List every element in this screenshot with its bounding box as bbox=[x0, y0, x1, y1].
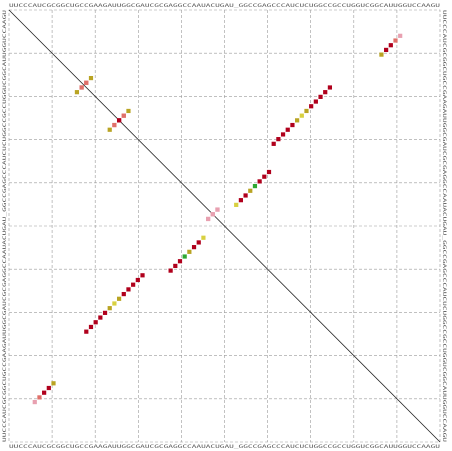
pair-dot-upper bbox=[126, 108, 131, 114]
pair-dot-lower bbox=[182, 254, 187, 259]
pair-dot-upper bbox=[398, 33, 403, 38]
pair-dot-lower bbox=[126, 287, 131, 292]
pair-dot-upper bbox=[280, 132, 286, 137]
sequence-top: UUCCCAUCGCGGCUGCCGAAGAUUGGCGAUCGCGAGGCCA… bbox=[9, 3, 440, 9]
pair-dot-lower bbox=[191, 245, 197, 250]
pair-dot-upper bbox=[290, 122, 295, 128]
pair-dot-lower bbox=[116, 296, 122, 301]
pair-dot-lower bbox=[84, 80, 89, 85]
pair-dot-lower bbox=[121, 291, 126, 297]
sequence-bottom: UUCCCAUCGCGGCUGCCGAAGAUUGGCGAUCGCGAGGCCA… bbox=[9, 444, 440, 450]
pair-dot-upper bbox=[266, 169, 272, 175]
pair-dot-upper bbox=[234, 202, 239, 207]
pair-dot-upper bbox=[276, 137, 281, 142]
pair-dot-upper bbox=[384, 47, 389, 53]
main-diagonal bbox=[8, 9, 441, 443]
pair-dot-lower bbox=[42, 390, 47, 395]
pair-dot-upper bbox=[252, 183, 258, 189]
pair-dot-lower bbox=[187, 249, 192, 254]
pair-dot-lower bbox=[107, 127, 112, 132]
pair-dot-lower bbox=[51, 381, 56, 386]
pair-dot-upper bbox=[271, 141, 276, 146]
pair-dot-lower bbox=[102, 310, 108, 315]
pair-dot-lower bbox=[88, 324, 94, 330]
pair-dot-lower bbox=[32, 399, 37, 405]
pair-dot-lower bbox=[112, 301, 117, 306]
sequence-left: UUCCCAUCGCGGCUGCCGAAGAUUGGCGAUCGCGAGGCCA… bbox=[2, 10, 8, 442]
pair-dot-upper bbox=[238, 198, 243, 203]
pair-dot-upper bbox=[257, 179, 262, 184]
pair-dot-lower bbox=[46, 385, 51, 391]
pair-dot-lower bbox=[84, 329, 89, 334]
pair-dot-upper bbox=[304, 108, 309, 114]
pair-dot-lower bbox=[98, 315, 103, 320]
pair-dot-lower bbox=[201, 235, 206, 240]
pair-dot-upper bbox=[393, 38, 398, 43]
pair-dot-lower bbox=[196, 240, 201, 245]
pair-dot-lower bbox=[173, 263, 178, 269]
pair-dot-upper bbox=[379, 52, 384, 57]
pair-dot-lower bbox=[121, 113, 126, 118]
pair-dot-lower bbox=[79, 85, 84, 90]
pair-dot-lower bbox=[215, 207, 220, 212]
pair-dot-upper bbox=[285, 127, 290, 132]
pair-dot-lower bbox=[135, 277, 140, 283]
pair-dot-upper bbox=[243, 193, 248, 198]
grid-lines bbox=[8, 9, 441, 443]
pair-dot-upper bbox=[262, 174, 267, 179]
pair-dot-upper bbox=[295, 118, 300, 123]
pair-dot-upper bbox=[327, 85, 333, 90]
pair-dot-upper bbox=[318, 94, 323, 99]
pair-dot-upper bbox=[388, 43, 393, 48]
pair-dot-lower bbox=[210, 212, 215, 217]
pair-dot-upper bbox=[309, 104, 314, 109]
pair-dot-lower bbox=[206, 216, 211, 222]
pair-dot-lower bbox=[107, 306, 112, 311]
pair-dot-upper bbox=[248, 188, 253, 193]
pair-dot-lower bbox=[93, 320, 98, 325]
pair-dot-upper bbox=[88, 75, 94, 81]
pair-dot-upper bbox=[323, 90, 328, 95]
pair-dot-lower bbox=[74, 90, 80, 95]
pair-dot-upper bbox=[299, 113, 304, 118]
pair-dot-lower bbox=[140, 273, 145, 278]
pair-dot-lower bbox=[168, 268, 173, 273]
pair-dot-lower bbox=[177, 259, 183, 264]
lower-triangle-dots bbox=[32, 80, 220, 405]
pair-dot-lower bbox=[131, 282, 136, 287]
sequence-right: UUCCCAUCGCGGCUGCCGAAGAUUGGCGAUCGCGAGGCCA… bbox=[441, 10, 447, 442]
pair-dot-lower bbox=[112, 122, 117, 128]
pair-dot-lower bbox=[37, 395, 42, 400]
pair-dot-lower bbox=[116, 118, 122, 123]
pair-dot-upper bbox=[313, 99, 318, 104]
